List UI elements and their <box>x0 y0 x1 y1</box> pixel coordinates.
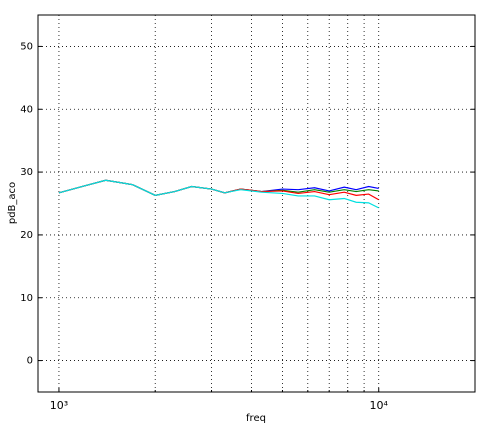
y-tick-label: 40 <box>20 104 33 115</box>
y-tick-label: 10 <box>20 293 33 304</box>
x-axis-label: freq <box>246 413 266 424</box>
y-tick-label: 30 <box>20 167 33 178</box>
y-tick-label: 50 <box>20 41 33 52</box>
y-tick-label: 20 <box>20 230 33 241</box>
y-tick-label: 0 <box>27 356 33 367</box>
x-tick-label: 10³ <box>50 399 68 412</box>
x-tick-label: 10⁴ <box>370 399 389 412</box>
data-line <box>58 179 379 209</box>
y-axis-label: pdB_aco <box>7 182 18 224</box>
plot-frame <box>37 14 476 393</box>
